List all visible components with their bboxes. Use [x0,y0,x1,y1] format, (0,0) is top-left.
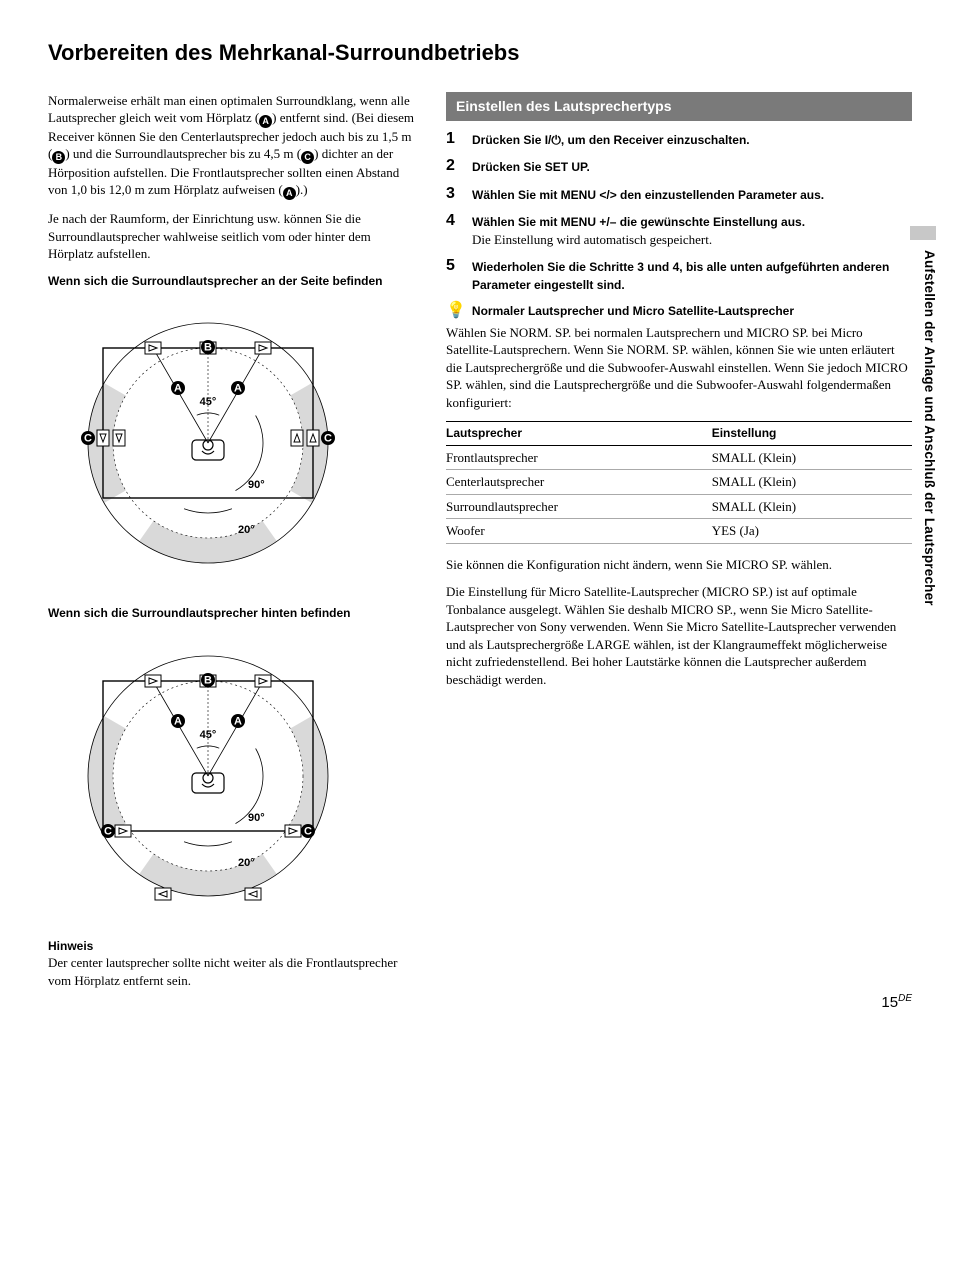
diagram-side: 45° 90° 20° A A B C C [48,303,418,588]
step-3: 3 Wählen Sie mit MENU </> den einzustell… [446,186,912,204]
table-row: CenterlautsprecherSMALL (Klein) [446,470,912,495]
svg-text:C: C [84,432,92,444]
step-num: 4 [446,213,462,248]
step-num: 3 [446,186,462,204]
step-2-bold: Drücken Sie SET UP. [472,160,590,174]
svg-text:A: A [174,382,182,394]
page-number: 15DE [881,992,912,1013]
diagram-rear: 45° 90° 20° A A B C C [48,636,418,921]
cell-speaker: Centerlautsprecher [446,470,712,495]
svg-text:20°: 20° [238,857,255,869]
table-row: FrontlautsprecherSMALL (Klein) [446,445,912,470]
step-num: 5 [446,258,462,293]
after-table-1: Sie können die Konfiguration nicht änder… [446,556,912,574]
svg-text:A: A [234,382,242,394]
step-3-bold: Wählen Sie mit MENU </> den einzustellen… [472,188,824,202]
lightbulb-icon: 💡 [446,303,466,319]
diagram2-caption: Wenn sich die Surroundlautsprecher hinte… [48,605,418,621]
svg-text:20°: 20° [238,524,255,536]
p1c: ) und die Surroundlautsprecher bis zu 4,… [65,146,301,161]
tip-heading: Normaler Lautsprecher und Micro Satellit… [472,303,794,319]
svg-text:A: A [234,715,242,727]
svg-text:45°: 45° [200,729,217,741]
step-1: 1 Drücken Sie I/⏻, um den Receiver einzu… [446,131,912,149]
after-table-2: Die Einstellung für Micro Satellite-Laut… [446,583,912,688]
badge-b-icon: B [52,151,65,164]
svg-text:B: B [204,341,212,353]
hinweis-body: Der center lautsprecher sollte nicht wei… [48,954,418,989]
svg-text:90°: 90° [248,812,265,824]
table-row: WooferYES (Ja) [446,519,912,544]
cell-setting: SMALL (Klein) [712,470,912,495]
svg-text:C: C [324,432,332,444]
badge-c-icon: C [301,151,314,164]
badge-a-icon: A [259,115,272,128]
cell-speaker: Woofer [446,519,712,544]
second-paragraph: Je nach der Raumform, der Einrichtung us… [48,210,418,263]
cell-speaker: Frontlautsprecher [446,445,712,470]
right-column: Einstellen des Lautsprechertyps 1 Drücke… [446,92,912,1000]
tip-body: Wählen Sie NORM. SP. bei normalen Lautsp… [446,324,912,412]
cell-setting: SMALL (Klein) [712,445,912,470]
left-column: Normalerweise erhält man einen optimalen… [48,92,418,1000]
th-setting: Einstellung [712,422,912,445]
tip-block: 💡 Normaler Lautsprecher und Micro Satell… [446,303,912,319]
steps-list: 1 Drücken Sie I/⏻, um den Receiver einzu… [446,131,912,294]
step-4-rest: Die Einstellung wird automatisch gespeic… [472,232,712,247]
svg-text:90°: 90° [248,479,265,491]
svg-text:B: B [204,674,212,686]
intro-paragraph: Normalerweise erhält man einen optimalen… [48,92,418,200]
th-speaker: Lautsprecher [446,422,712,445]
step-5: 5 Wiederholen Sie die Schritte 3 und 4, … [446,258,912,293]
cell-setting: YES (Ja) [712,519,912,544]
section-box-title: Einstellen des Lautsprechertyps [446,92,912,121]
step-2: 2 Drücken Sie SET UP. [446,158,912,176]
p1e: ).) [296,182,308,197]
table-row: SurroundlautsprecherSMALL (Klein) [446,494,912,519]
svg-text:A: A [174,715,182,727]
step-num: 2 [446,158,462,176]
svg-text:C: C [104,825,112,837]
side-tab: Aufstellen der Anlage und Anschluß der L… [920,250,938,606]
badge-a2-icon: A [283,187,296,200]
step-5-bold: Wiederholen Sie die Schritte 3 und 4, bi… [472,260,889,292]
step-num: 1 [446,131,462,149]
page-title: Vorbereiten des Mehrkanal-Surroundbetrie… [48,38,912,68]
cell-speaker: Surroundlautsprecher [446,494,712,519]
step-4: 4 Wählen Sie mit MENU +/– die gewünschte… [446,213,912,248]
hinweis-heading: Hinweis [48,938,418,954]
cell-setting: SMALL (Klein) [712,494,912,519]
step-1-bold: Drücken Sie I/⏻, um den Receiver einzusc… [472,133,750,147]
step-4-bold: Wählen Sie mit MENU +/– die gewünschte E… [472,215,805,229]
diagram1-caption: Wenn sich die Surroundlautsprecher an de… [48,273,418,289]
settings-table: Lautsprecher Einstellung Frontlautsprech… [446,421,912,543]
svg-text:C: C [304,825,312,837]
svg-text:45°: 45° [200,396,217,408]
